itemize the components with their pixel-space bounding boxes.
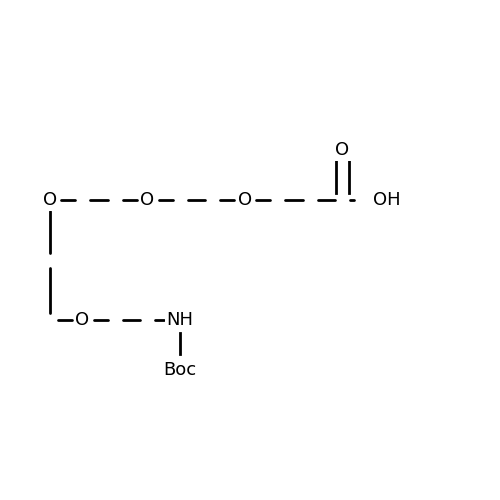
Text: O: O — [76, 311, 90, 329]
Text: NH: NH — [166, 311, 194, 329]
Text: O: O — [140, 191, 154, 209]
Text: Boc: Boc — [164, 361, 196, 379]
Text: O: O — [336, 141, 349, 159]
Text: O: O — [43, 191, 57, 209]
Text: OH: OH — [374, 191, 401, 209]
Text: O: O — [238, 191, 252, 209]
